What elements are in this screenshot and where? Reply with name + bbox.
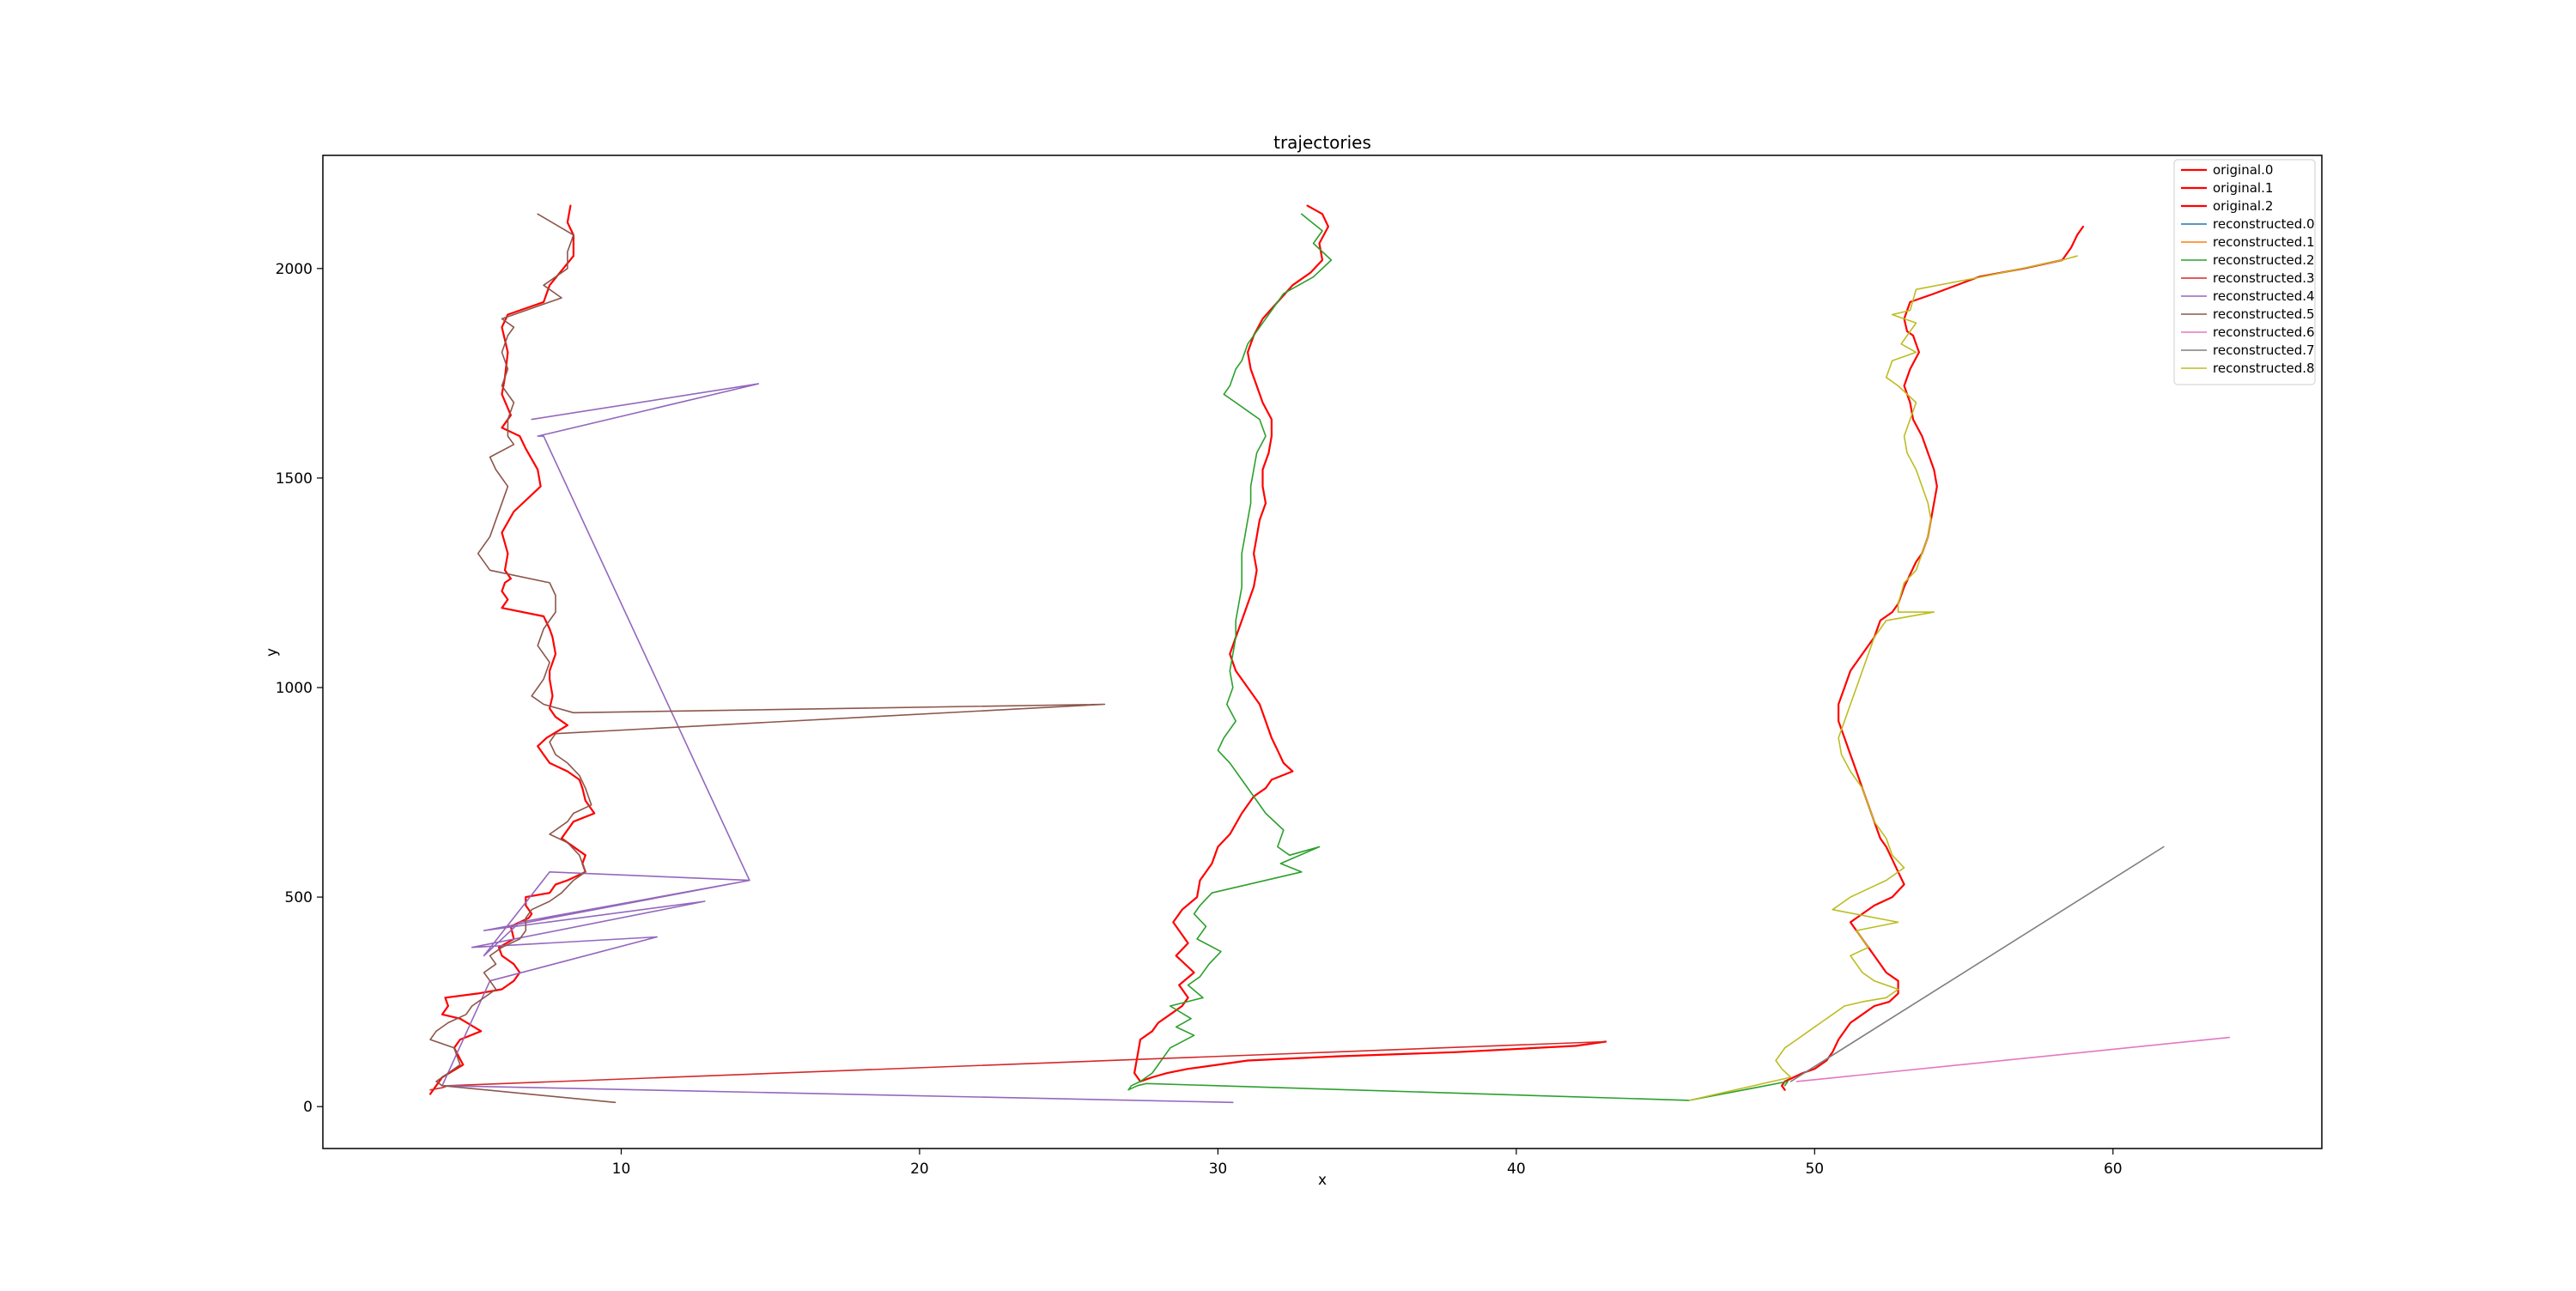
x-tick-label: 60 xyxy=(2104,1161,2123,1178)
ticks-layer: 10 20 30 40 50 60 0 500 1000 1500 2000 xyxy=(276,261,2123,1178)
y-tick-label: 2000 xyxy=(276,261,313,278)
series-line-reconstructed-3 xyxy=(429,1040,1607,1091)
legend-label-original-2: original.2 xyxy=(2213,198,2273,214)
legend-label-reconstructed-6: reconstructed.6 xyxy=(2213,324,2315,340)
plot-area-frame xyxy=(322,155,2323,1149)
x-tick-label: 50 xyxy=(1805,1161,1824,1178)
y-tick-label: 500 xyxy=(285,889,313,906)
legend-box xyxy=(2173,159,2316,385)
y-tick-label: 0 xyxy=(303,1099,313,1116)
legend-label-reconstructed-8: reconstructed.8 xyxy=(2213,361,2315,376)
legend-label-reconstructed-2: reconstructed.2 xyxy=(2213,252,2315,268)
series-line-original-1 xyxy=(1133,204,1607,1083)
legend-label-reconstructed-1: reconstructed.1 xyxy=(2213,234,2315,250)
y-tick-label: 1500 xyxy=(276,470,313,488)
legend-label-original-1: original.1 xyxy=(2213,180,2273,196)
series-line-reconstructed-7 xyxy=(1789,846,2165,1082)
series-line-reconstructed-8 xyxy=(1688,255,2078,1101)
y-axis-label: y xyxy=(264,648,281,657)
y-tick-label: 1000 xyxy=(276,680,313,697)
x-axis-label: x xyxy=(1318,1172,1327,1189)
x-tick-label: 30 xyxy=(1209,1161,1228,1178)
legend-label-original-0: original.0 xyxy=(2213,162,2273,178)
series-line-reconstructed-4 xyxy=(441,383,1234,1104)
legend-label-reconstructed-3: reconstructed.3 xyxy=(2213,270,2315,286)
legend-label-reconstructed-7: reconstructed.7 xyxy=(2213,342,2315,358)
legend-label-reconstructed-0: reconstructed.0 xyxy=(2213,216,2315,232)
x-tick-label: 10 xyxy=(612,1161,631,1178)
series-layer xyxy=(429,204,2231,1104)
legend-label-reconstructed-4: reconstructed.4 xyxy=(2213,288,2315,304)
series-line-reconstructed-2 xyxy=(1127,213,1789,1101)
x-tick-label: 40 xyxy=(1507,1161,1526,1178)
legend: original.0 original.1 original.2 reconstruc… xyxy=(2173,159,2316,385)
series-line-reconstructed-5 xyxy=(429,213,1106,1104)
legend-label-reconstructed-5: reconstructed.5 xyxy=(2213,306,2315,322)
series-line-original-2 xyxy=(1781,225,2085,1091)
series-line-original-0 xyxy=(429,204,596,1095)
x-tick-label: 20 xyxy=(910,1161,929,1178)
series-line-reconstructed-6 xyxy=(1795,1036,2231,1082)
chart-title: trajectories xyxy=(1273,132,1371,153)
